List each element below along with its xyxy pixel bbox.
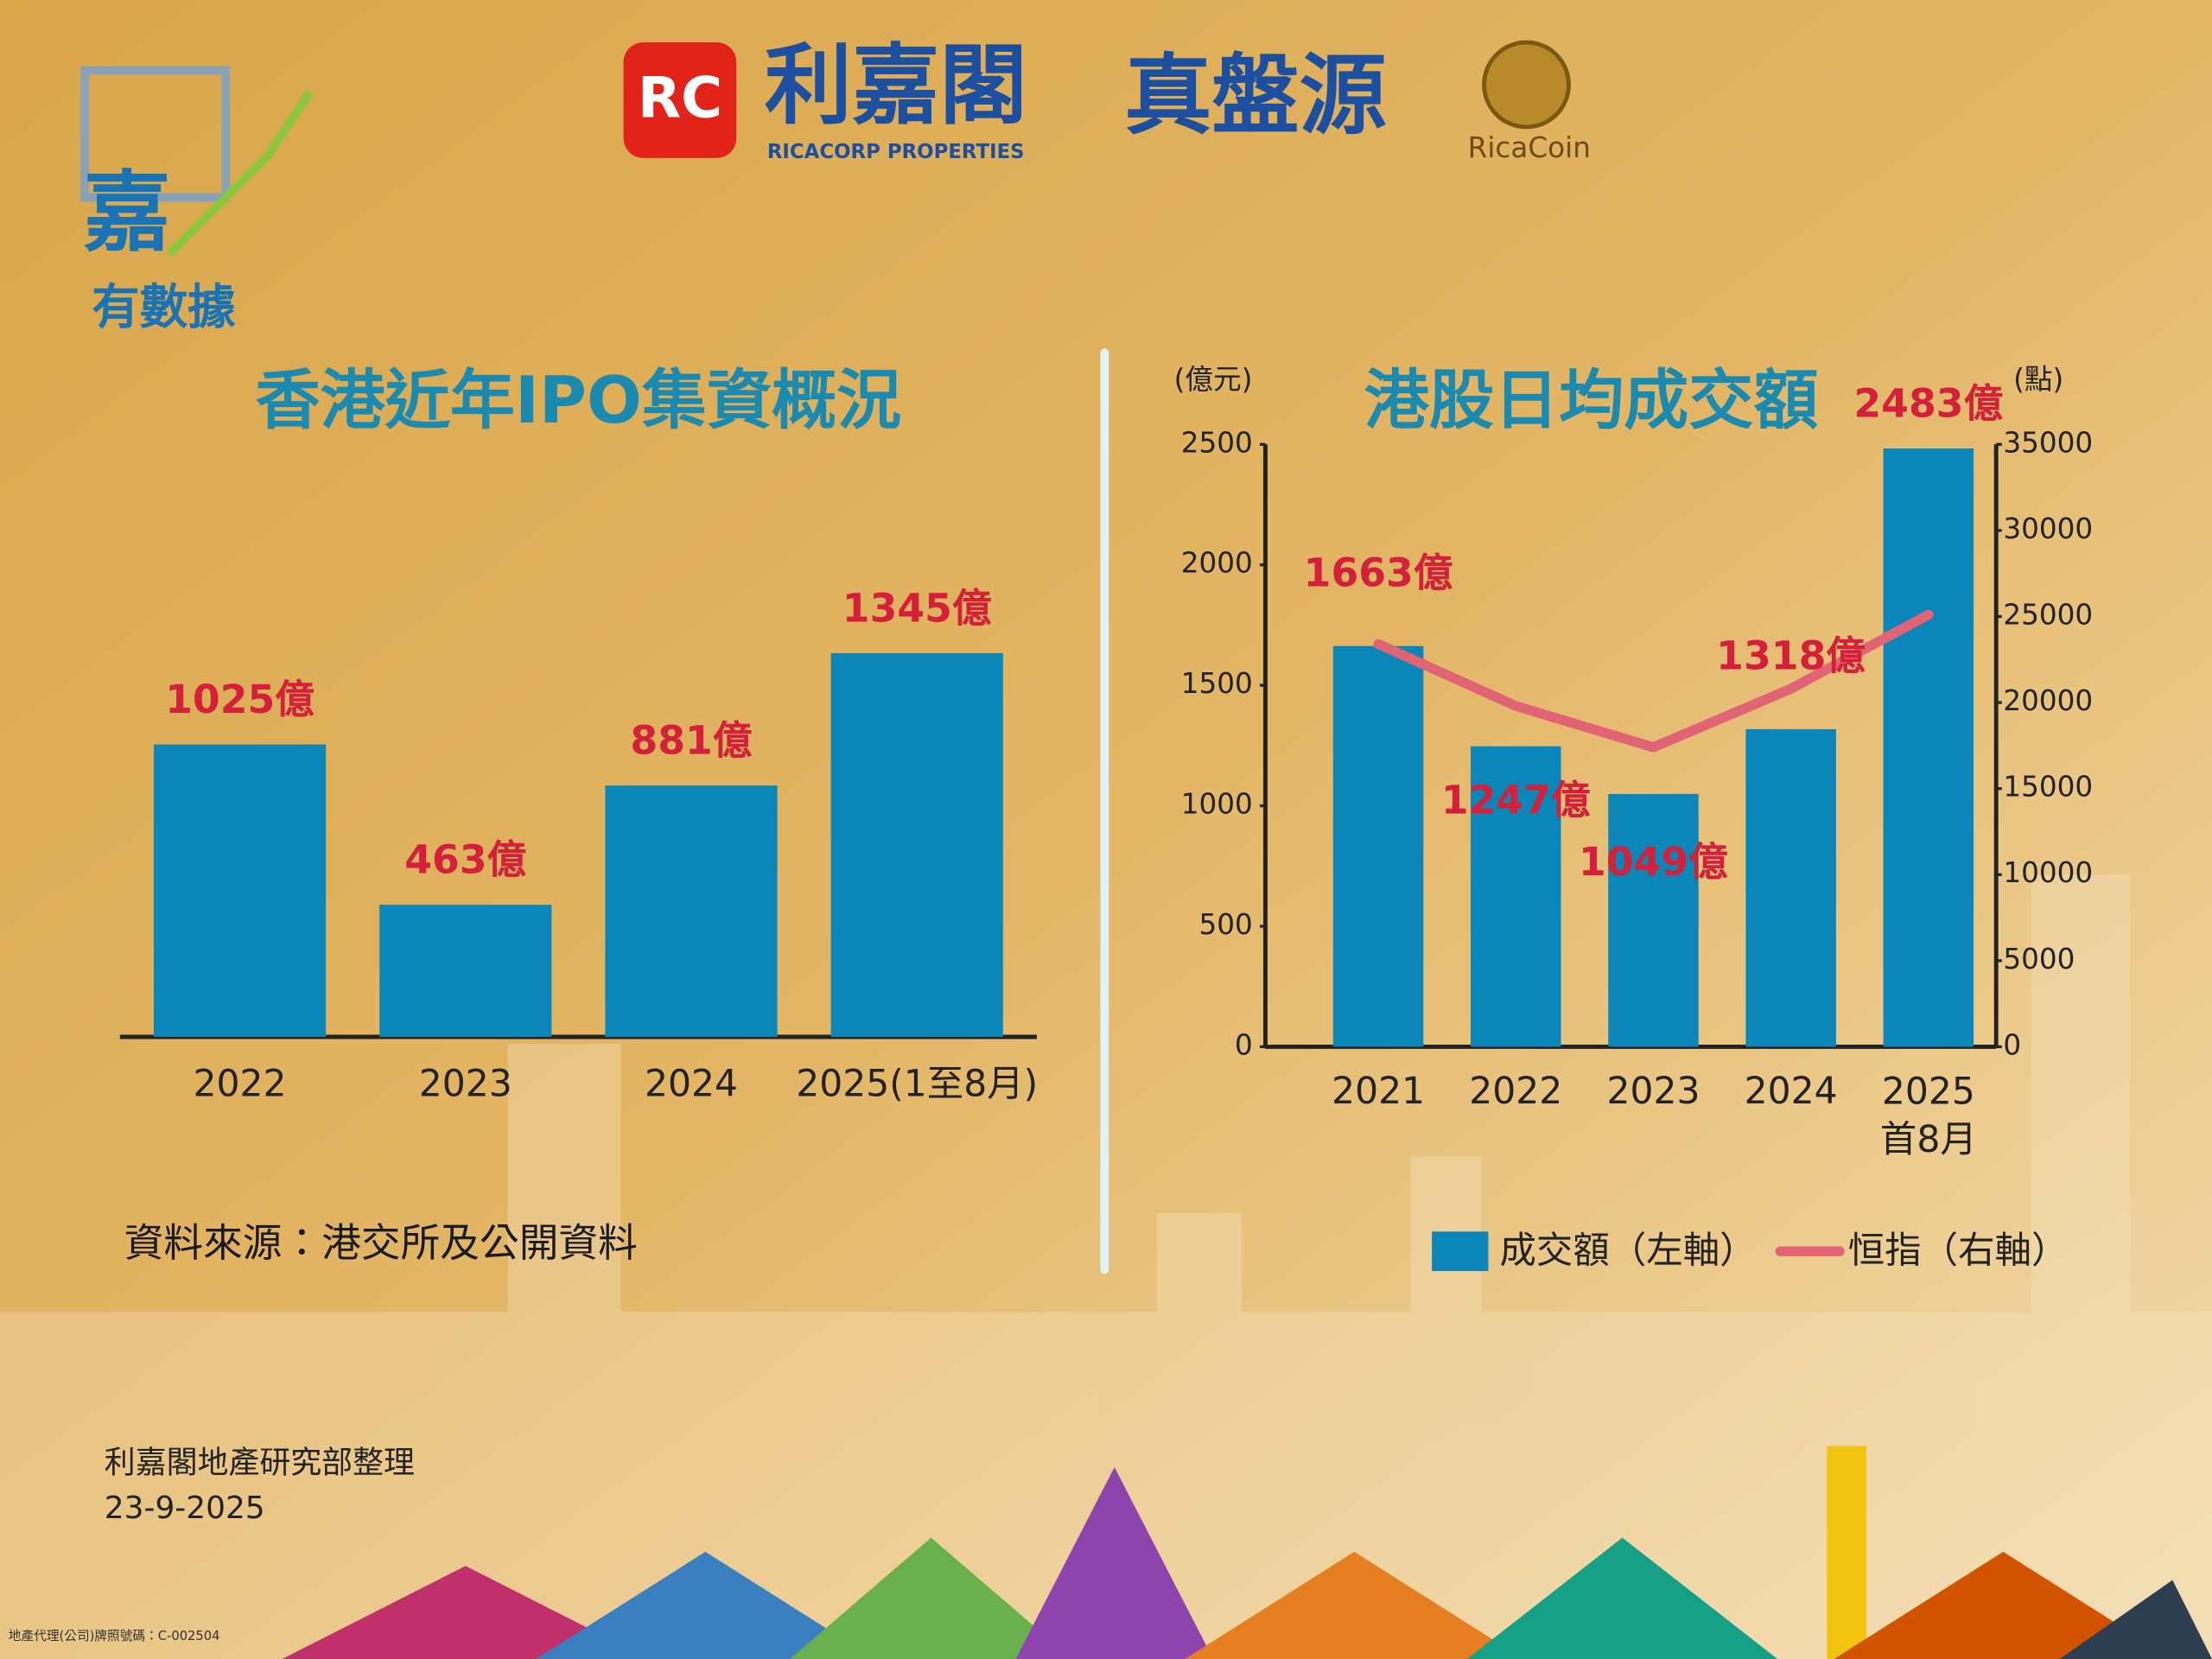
value-label: 1049億 (1579, 839, 1728, 885)
y-tick-label: 1000 (1181, 788, 1253, 821)
y2-tick-label: 25000 (2003, 598, 2093, 631)
y2-tick-label: 10000 (2003, 856, 2093, 889)
footer-credit: 利嘉閣地產研究部整理 (105, 1446, 415, 1481)
brand-name-en: RICACORP PROPERTIES (767, 141, 1025, 163)
logo-frame (80, 66, 231, 202)
product-name: 真盤源 (1124, 44, 1387, 146)
chart-title: 香港近年IPO集資概況 (256, 362, 902, 438)
bar (1745, 728, 1836, 1047)
bar (1608, 793, 1699, 1047)
bar (1883, 448, 1974, 1047)
line (1373, 609, 1934, 753)
footer-date: 23-9-2025 (105, 1491, 265, 1526)
x-tick-label: 2023 (1606, 1071, 1700, 1113)
y2-tick-label: 35000 (2003, 426, 2093, 459)
x-tick-label: 2024 (1745, 1071, 1838, 1113)
source-note: 資料來源：港交所及公開資料 (124, 1220, 638, 1266)
chart-title: 港股日均成交額 (1364, 362, 1819, 438)
bar (379, 905, 552, 1037)
value-label: 1318億 (1716, 633, 1866, 679)
bar (153, 744, 327, 1037)
bar (1471, 746, 1561, 1047)
value-label: 1663億 (1304, 550, 1453, 596)
value-label: 881億 (630, 718, 752, 764)
logo-title: 嘉 (83, 162, 170, 264)
bar (605, 785, 778, 1037)
logo-subtitle: 有數據 (92, 279, 236, 335)
coin-icon (1482, 40, 1571, 130)
value-label: 1025億 (165, 677, 315, 722)
y2-axis-label: (點) (2013, 363, 2063, 396)
y2-tick-label: 0 (2003, 1028, 2021, 1061)
brand-mark: RC (638, 66, 722, 131)
x-tick-label: 2023 (419, 1064, 512, 1106)
logo-arrow (166, 89, 315, 257)
brand-name: 利嘉閣 (765, 35, 1027, 137)
x-tick-label: 2022 (194, 1064, 287, 1106)
value-label: 1345億 (842, 585, 992, 631)
x-tick-label: 2024 (645, 1064, 738, 1106)
bar (830, 652, 1003, 1037)
y-tick-label: 1500 (1181, 667, 1253, 700)
x-tick-label: 2025(1至8月) (796, 1064, 1038, 1106)
legend-label: 成交額（左軸） (1500, 1230, 1757, 1272)
y-tick-label: 2000 (1181, 547, 1253, 580)
y2-tick-label: 15000 (2003, 771, 2093, 804)
x-tick-label: 2021 (1332, 1071, 1425, 1113)
x-tick-label: 2022 (1469, 1071, 1562, 1113)
legend-swatch (1432, 1231, 1489, 1272)
value-label: 463億 (404, 837, 526, 883)
coin-name: RicaCoin (1468, 131, 1591, 164)
y-tick-label: 2500 (1181, 426, 1253, 459)
y-tick-label: 0 (1235, 1028, 1253, 1061)
y2-tick-label: 5000 (2003, 943, 2075, 976)
x-tick-label: 2025 首8月 (1880, 1071, 1977, 1161)
colorful-city (282, 1446, 2212, 1659)
value-label: 1247億 (1441, 777, 1591, 823)
bar (1332, 645, 1424, 1047)
y2-tick-label: 20000 (2003, 684, 2093, 717)
legend-label: 恒指（右軸） (1848, 1230, 2069, 1272)
brand-mark-bg (623, 41, 737, 158)
y2-tick-label: 30000 (2003, 512, 2093, 545)
y-axis-label: (億元) (1174, 363, 1253, 396)
value-label: 2483億 (1853, 381, 2003, 427)
y-tick-label: 500 (1198, 908, 1252, 941)
charts: 1025億 2022 463億 2023 881億 2024 1345億 2025(1至8月)… (119, 381, 2093, 1272)
footer-license: 地產代理(公司)牌照號碼：C-002504 (9, 1629, 220, 1643)
